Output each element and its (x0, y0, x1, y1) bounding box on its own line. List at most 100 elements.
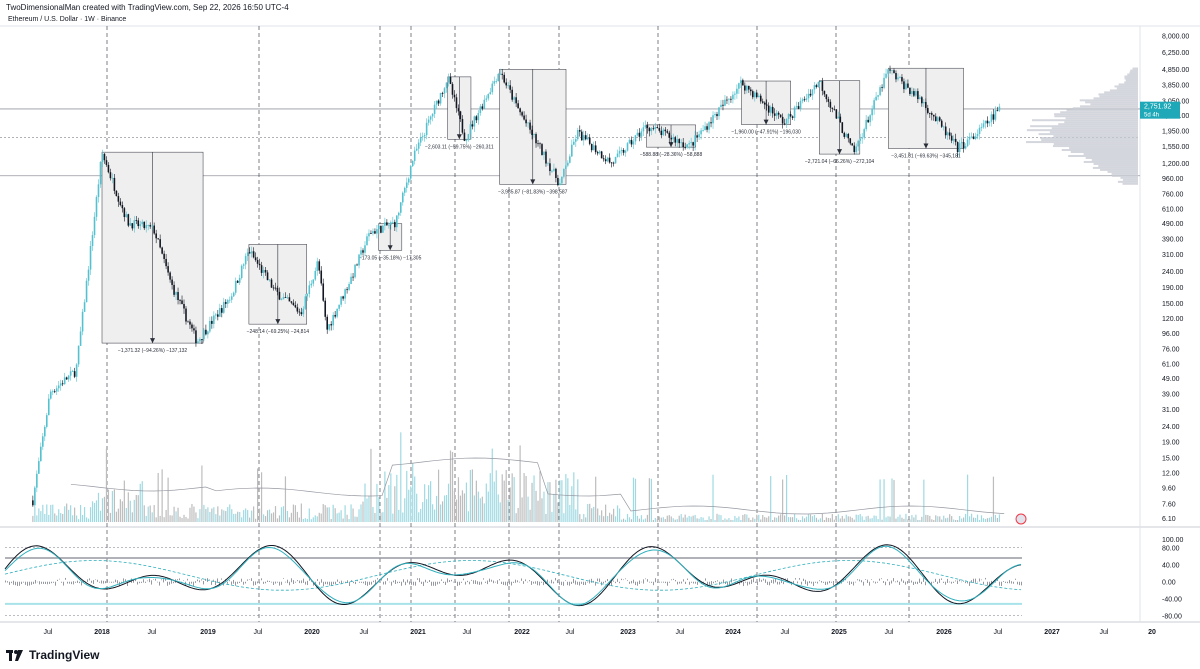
candle-body (427, 119, 430, 123)
histogram-bar (273, 581, 274, 585)
volume-bar (758, 514, 760, 522)
histogram-bar (97, 579, 98, 582)
volume-bar (378, 497, 380, 522)
candle-body (362, 250, 364, 253)
volume-bar (139, 483, 141, 522)
volume-bar (255, 518, 257, 522)
volume-bar (296, 511, 298, 522)
candle-body (517, 103, 519, 109)
candle-body (417, 142, 420, 149)
candle-body (793, 107, 796, 118)
volume-bar (835, 516, 837, 522)
candle-body (264, 269, 267, 273)
histogram-bar (911, 580, 912, 583)
volume-bar (861, 516, 863, 522)
histogram-bar (829, 581, 830, 584)
histogram-bar (299, 580, 300, 584)
candle-body (195, 330, 197, 344)
volume-bar (819, 518, 822, 522)
candle-body (445, 82, 448, 89)
volume-bar (961, 518, 963, 522)
volume-bar (262, 514, 265, 522)
histogram-bar (997, 579, 998, 581)
volume-bar (957, 520, 959, 522)
candle-body (453, 94, 456, 98)
volume-bar (314, 515, 316, 522)
candle-body (220, 308, 223, 313)
histogram-bar (509, 581, 510, 585)
candle-body (565, 165, 567, 170)
candle-body (763, 102, 766, 105)
histogram-bar (1013, 581, 1014, 584)
candle-body (690, 142, 692, 144)
volume-bar (318, 512, 320, 522)
candle-body (45, 415, 48, 427)
histogram-bar (611, 581, 612, 586)
histogram-bar (445, 581, 446, 585)
histogram-bar (715, 580, 716, 583)
volume-bar (239, 511, 241, 522)
volume-bar (559, 480, 561, 522)
volume-bar (684, 514, 686, 522)
histogram-bar (889, 581, 890, 586)
volume-bar (290, 512, 293, 522)
volume-bar (342, 518, 344, 522)
histogram-bar (511, 581, 512, 586)
histogram-bar (757, 581, 758, 586)
histogram-bar (359, 581, 360, 583)
event-flag-icon (1015, 513, 1027, 525)
volume-bar (227, 507, 229, 522)
candle-body (151, 225, 153, 227)
histogram-bar (865, 579, 866, 580)
volume-bar (853, 519, 855, 522)
volume-bar (499, 502, 501, 522)
candle-body (946, 132, 949, 136)
volume-bar (221, 509, 223, 522)
candle-body (909, 87, 911, 94)
candle-body (825, 94, 828, 100)
histogram-bar (111, 581, 112, 583)
volume-bar (630, 519, 633, 522)
candle-body (752, 91, 754, 98)
volume-bar (103, 496, 106, 522)
price-axis-tick: 7.60 (1162, 501, 1176, 508)
volume-bar (483, 503, 485, 522)
candle-body (913, 91, 915, 96)
candle-body (288, 297, 291, 302)
histogram-bar (217, 578, 218, 583)
volume-bar (704, 520, 706, 522)
volume-bar (652, 520, 654, 522)
candle-body (89, 245, 92, 270)
volume-bar (235, 513, 237, 522)
candle-body (652, 128, 655, 130)
volume-bar (648, 478, 650, 522)
volume-bar (177, 507, 179, 522)
histogram-bar (597, 578, 598, 582)
candle-body (580, 131, 583, 141)
candle-body (268, 279, 271, 281)
candle-body (682, 142, 684, 147)
volume-bar (799, 520, 802, 522)
volume-bar (410, 486, 412, 522)
candle-body (553, 168, 555, 171)
drawdown-arrowhead (668, 142, 674, 148)
candle-body (813, 85, 816, 90)
volume-bar (131, 512, 133, 522)
candle-body (356, 264, 358, 266)
candle-body (773, 113, 776, 116)
histogram-bar (99, 581, 100, 583)
brand-footer[interactable]: TradingView (6, 648, 99, 662)
volume-bar (907, 519, 909, 522)
candle-body (970, 136, 973, 138)
volume-bar (807, 514, 810, 522)
volume-bar (607, 515, 609, 522)
candle-body (113, 177, 116, 191)
volume-bar (432, 504, 434, 522)
volume-profile-bar (1054, 113, 1138, 116)
volume-bar (682, 517, 684, 522)
volume-bar (589, 503, 591, 522)
volume-bar (332, 504, 334, 522)
candle-body (925, 101, 927, 109)
histogram-bar (343, 581, 344, 583)
